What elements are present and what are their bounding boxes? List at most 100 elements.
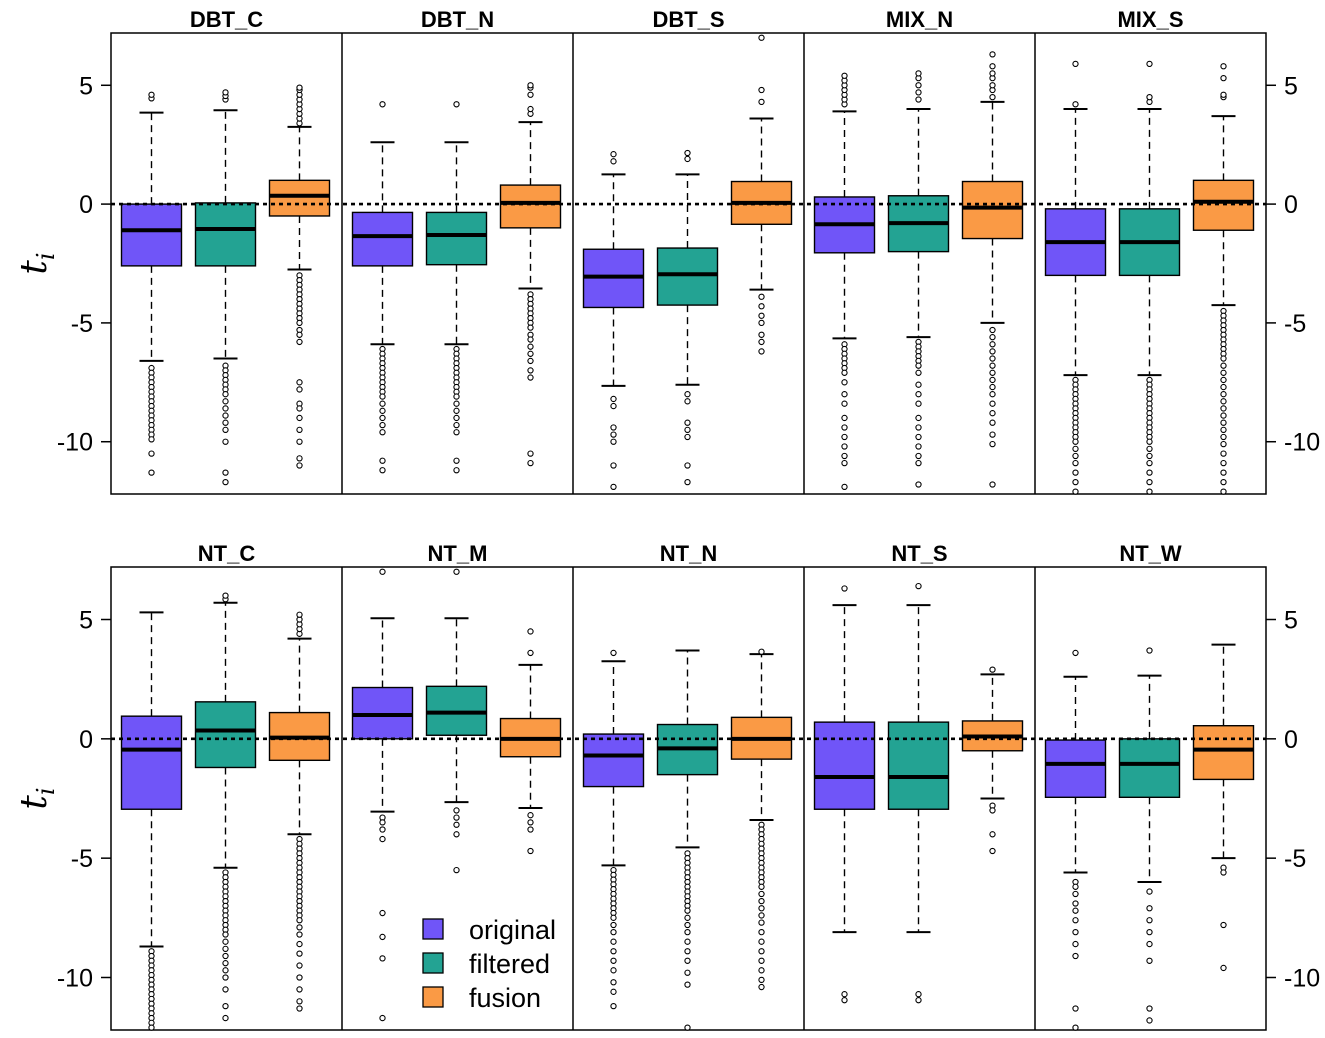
legend-label-fusion: fusion — [469, 983, 541, 1013]
outlier-point — [1220, 63, 1227, 70]
outlier-point — [989, 334, 996, 341]
outlier-point — [1220, 450, 1227, 457]
box-original — [1044, 60, 1107, 495]
outlier-point — [527, 357, 534, 365]
outlier-point — [1220, 391, 1227, 398]
outlier-point — [684, 957, 691, 964]
box-original — [120, 611, 183, 1031]
outlier-point — [758, 303, 765, 310]
outlier-point — [148, 450, 155, 457]
y-axis-label-main: t — [14, 795, 55, 810]
panel-nt-s: NT_S — [813, 541, 1024, 1004]
outlier-point — [610, 1002, 617, 1010]
outlier-point — [841, 585, 848, 592]
outlier-point — [841, 991, 848, 998]
box-filtered — [656, 149, 719, 486]
outlier-point — [758, 905, 765, 912]
outlier-point — [222, 426, 229, 433]
outlier-point — [379, 1014, 386, 1022]
outlier-point — [841, 424, 848, 431]
outlier-point — [758, 897, 765, 905]
outlier-point — [222, 967, 229, 974]
outlier-point — [758, 967, 765, 974]
outlier-point — [841, 72, 848, 79]
outlier-point — [915, 82, 922, 89]
outlier-point — [1072, 459, 1079, 467]
outlier-point — [915, 452, 922, 460]
outlier-point — [527, 367, 534, 374]
panel-nt-w: NT_W — [1044, 541, 1255, 1031]
outlier-point — [1220, 459, 1227, 467]
outlier-point — [610, 158, 617, 165]
outlier-point — [610, 151, 617, 158]
outlier-point — [989, 831, 996, 838]
outlier-point — [610, 438, 617, 445]
outlier-point — [296, 462, 303, 469]
outlier-point — [296, 455, 303, 462]
outlier-point — [989, 369, 996, 376]
outlier-point — [915, 391, 922, 398]
outlier-point — [684, 149, 691, 157]
top-row: 5 5 0 0 -5 -5 -10 -10 ti DBT_C DBT_N DBT_S MIX_N MIX_… — [14, 7, 1320, 495]
outlier-point — [610, 938, 617, 945]
box-filtered — [656, 649, 719, 1031]
outlier-point — [379, 457, 386, 464]
box-original — [582, 649, 645, 1010]
box-iqr — [194, 701, 257, 769]
outlier-point — [989, 391, 996, 398]
outlier-point — [222, 952, 229, 960]
outlier-point — [1220, 369, 1227, 376]
legend-label-filtered: filtered — [469, 949, 550, 979]
outlier-point — [758, 34, 765, 41]
outlier-point — [1220, 440, 1227, 448]
outlier-point — [379, 568, 386, 575]
outlier-point — [915, 381, 922, 388]
box-fusion — [730, 648, 793, 991]
outlier-point — [296, 84, 303, 91]
outlier-point — [453, 101, 460, 108]
box-original — [1044, 649, 1107, 1031]
y-tick-label-left: -5 — [71, 310, 93, 338]
panel-nt-m: NT_M — [351, 541, 562, 1022]
y-tick-label-right: -10 — [1284, 429, 1320, 457]
outlier-point — [222, 419, 229, 426]
outlier-point — [453, 400, 460, 407]
outlier-point — [527, 812, 534, 819]
outlier-point — [915, 424, 922, 431]
outlier-point — [1220, 921, 1227, 929]
outlier-point — [1072, 1024, 1079, 1031]
outlier-point — [453, 429, 460, 436]
outlier-point — [1220, 488, 1227, 495]
outlier-point — [222, 89, 229, 96]
outlier-point — [758, 648, 765, 655]
outlier-point — [527, 847, 534, 855]
outlier-point — [684, 948, 691, 955]
outlier-point — [453, 414, 460, 422]
outlier-point — [1146, 957, 1153, 964]
outlier-point — [222, 478, 229, 486]
outlier-point — [1146, 647, 1153, 654]
y-tick-label-right: 0 — [1284, 191, 1298, 219]
outlier-point — [989, 481, 996, 488]
outlier-point — [453, 421, 460, 429]
outlier-point — [296, 940, 303, 948]
outlier-point — [1220, 405, 1227, 412]
box-fusion — [961, 666, 1024, 855]
panel-title: MIX_S — [1117, 7, 1183, 32]
outlier-point — [1146, 888, 1153, 895]
outlier-point — [1072, 940, 1079, 948]
y-axis-label: ti — [14, 252, 60, 274]
outlier-point — [222, 1014, 229, 1022]
outlier-point — [453, 807, 460, 814]
outlier-point — [989, 807, 996, 814]
box-fusion — [499, 82, 562, 467]
box-iqr — [425, 211, 488, 266]
outlier-point — [684, 1024, 691, 1031]
box-filtered — [1118, 60, 1181, 495]
box-fusion — [961, 51, 1024, 488]
outlier-point — [684, 433, 691, 441]
y-tick-label-left: 0 — [79, 726, 93, 754]
outlier-point — [989, 341, 996, 348]
box-filtered — [425, 101, 488, 474]
outlier-point — [610, 649, 617, 657]
